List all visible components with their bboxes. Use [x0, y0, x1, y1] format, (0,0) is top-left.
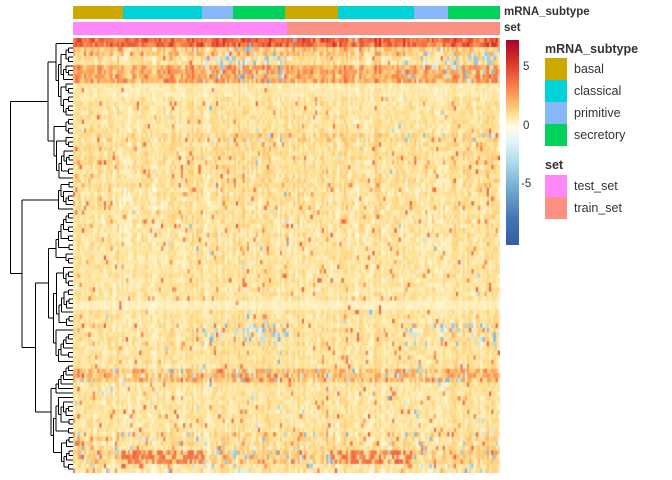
annotation-segment-test_set: [73, 22, 287, 35]
legend-label-classical: classical: [574, 84, 622, 98]
heatmap-body: [73, 38, 500, 473]
annotation-segment-secretory: [447, 6, 500, 19]
annotation-segment-primitive: [201, 6, 233, 19]
colorbar: [506, 40, 519, 245]
legend-swatch-basal: [545, 58, 567, 80]
legend-title-mrna-subtype: mRNA_subtype: [545, 42, 639, 56]
legend-label-secretory: secretory: [574, 128, 626, 142]
legend-label-train-set: train_set: [574, 201, 622, 215]
legend-swatch-classical: [545, 80, 567, 102]
legend-swatch-secretory: [545, 124, 567, 146]
colorbar-tick-0: 0: [523, 120, 530, 132]
annotation-segment-classical: [337, 6, 414, 19]
dendrogram-lines: [10, 43, 73, 470]
annotation-segment-basal: [73, 6, 123, 19]
legend-label-primitive: primitive: [574, 106, 621, 120]
legend-title-set: set: [545, 158, 564, 172]
colorbar-tick-5: 5: [523, 61, 530, 73]
column-annotation-set: [73, 22, 500, 35]
annotation-segment-basal: [284, 6, 338, 19]
legend-swatch-test-set: [545, 175, 567, 197]
colorbar-tick-neg5: -5: [521, 178, 532, 190]
annotation-label-set: set: [504, 22, 521, 34]
annotation-segment-secretory: [232, 6, 285, 19]
legend-label-basal: basal: [574, 62, 604, 76]
annotation-segment-primitive: [413, 6, 448, 19]
legend-label-test-set: test_set: [574, 179, 618, 193]
column-annotation-mrna-subtype: [73, 6, 500, 19]
row-dendrogram: [10, 43, 73, 470]
legend-swatch-train-set: [545, 197, 567, 219]
annotation-label-mrna-subtype: mRNA_subtype: [504, 6, 590, 18]
legend-swatch-primitive: [545, 102, 567, 124]
annotation-segment-train_set: [286, 22, 500, 35]
annotation-segment-classical: [122, 6, 202, 19]
